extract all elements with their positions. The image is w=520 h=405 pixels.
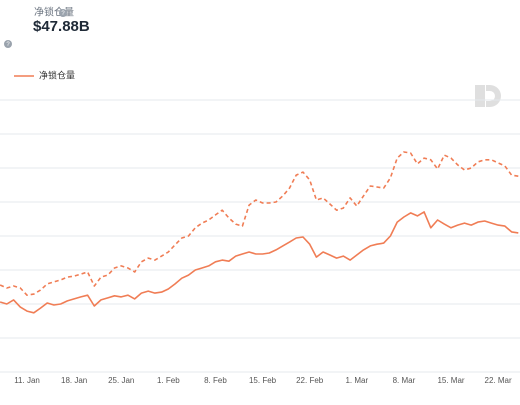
series-line — [0, 211, 519, 314]
x-tick-label: 8. Mar — [393, 376, 416, 385]
series-line — [0, 151, 519, 296]
help-icon[interactable] — [59, 9, 67, 17]
x-tick-label: 8. Feb — [204, 376, 227, 385]
x-tick-label: 18. Jan — [61, 376, 87, 385]
x-tick-label: 15. Feb — [249, 376, 277, 385]
x-tick-label: 25. Jan — [108, 376, 134, 385]
help-icon-glyph: ? — [61, 11, 65, 17]
x-tick-label: 22. Mar — [485, 376, 512, 385]
x-tick-label: 1. Mar — [345, 376, 368, 385]
x-tick-label: 15. Mar — [437, 376, 464, 385]
watermark — [475, 85, 501, 107]
help-icon-glyph: ? — [6, 42, 10, 48]
x-tick-label: 1. Feb — [157, 376, 180, 385]
metric-label: 净锁仓量 — [34, 6, 74, 19]
x-tick-label: 22. Feb — [296, 376, 324, 385]
metric-value: $47.88B — [33, 18, 90, 35]
legend-label: 净锁仓量 — [39, 69, 75, 80]
x-tick-label: 11. Jan — [14, 376, 40, 385]
help-icon[interactable] — [4, 40, 12, 48]
